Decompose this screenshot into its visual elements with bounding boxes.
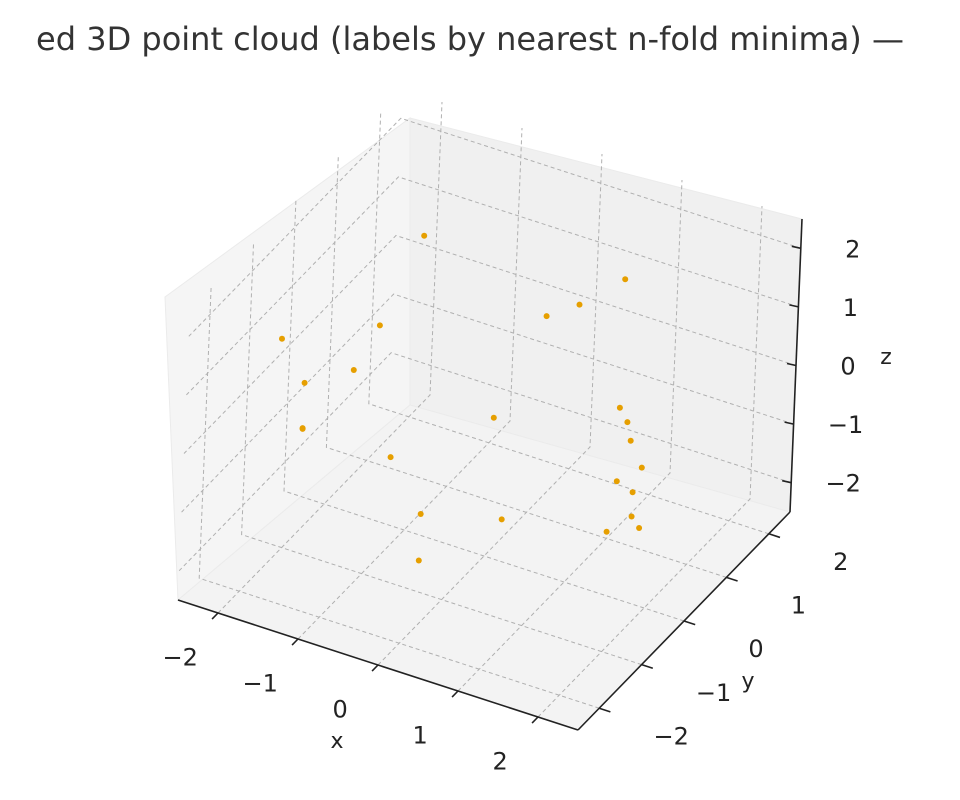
data-point xyxy=(387,454,394,461)
z-axis-label: z xyxy=(880,345,892,370)
data-point xyxy=(299,425,306,432)
data-point xyxy=(498,516,505,523)
z-tick-label: 0 xyxy=(840,353,855,381)
z-gridline xyxy=(186,176,799,396)
z-gridline xyxy=(188,117,801,337)
data-point xyxy=(629,489,636,496)
y-gridline xyxy=(241,241,642,666)
y-gridline xyxy=(325,154,727,578)
x-gridline xyxy=(297,127,523,640)
y-gridline xyxy=(198,285,600,709)
y-tick-label: −1 xyxy=(696,679,731,707)
x-tick xyxy=(531,716,539,724)
z-tick xyxy=(786,362,797,367)
y-tick-label: 1 xyxy=(791,592,806,620)
z-tick-label: −1 xyxy=(828,411,863,439)
data-point xyxy=(576,301,583,308)
x-gridline xyxy=(217,101,443,614)
y-tick-label: 2 xyxy=(833,548,848,576)
x-tick-label: −1 xyxy=(243,670,278,698)
data-point xyxy=(613,478,620,485)
chart-title: ed 3D point cloud (labels by nearest n-f… xyxy=(36,20,904,58)
data-point xyxy=(622,276,629,283)
x-tick-label: −2 xyxy=(163,644,198,672)
y-tick-label: −2 xyxy=(654,722,689,750)
data-point xyxy=(415,557,422,564)
data-point xyxy=(279,335,285,342)
x-tick-label: 0 xyxy=(333,696,348,724)
x-tick xyxy=(211,612,219,620)
y-tick xyxy=(683,620,696,626)
x-gridline xyxy=(457,179,683,692)
data-point xyxy=(624,419,631,426)
y-tick xyxy=(598,707,611,713)
x-tick xyxy=(371,664,379,672)
y-axis-label: y xyxy=(741,669,754,694)
data-point xyxy=(417,511,424,517)
data-point xyxy=(543,313,550,320)
z-tick xyxy=(784,421,794,425)
x-axis-label: x xyxy=(330,729,343,754)
data-point xyxy=(301,379,308,386)
gridlines xyxy=(178,101,801,718)
data-point xyxy=(490,414,497,421)
data-point xyxy=(627,437,634,444)
y-tick xyxy=(768,533,781,539)
x-gridline xyxy=(377,153,603,666)
axis-ticks xyxy=(211,245,801,724)
data-point xyxy=(636,525,643,531)
data-points xyxy=(279,232,645,564)
z-gridline xyxy=(183,234,797,454)
z-tick-label: −2 xyxy=(826,470,861,498)
data-point xyxy=(350,367,357,373)
data-point xyxy=(421,232,428,239)
x-tick-label: 1 xyxy=(413,722,428,750)
y-gridline xyxy=(368,110,769,535)
data-point xyxy=(628,513,635,520)
axis-panes xyxy=(164,117,803,731)
z-tick xyxy=(782,479,792,484)
z-gridline xyxy=(178,352,792,572)
x-gridline xyxy=(537,205,763,718)
data-point xyxy=(603,528,610,535)
y-gridline xyxy=(283,197,685,622)
x-tick-label: 2 xyxy=(493,748,508,776)
z-tick-label: 1 xyxy=(843,294,858,322)
z-gridline xyxy=(181,293,794,513)
y-tick xyxy=(726,576,738,582)
y-tick xyxy=(641,663,654,670)
x-tick xyxy=(291,638,299,646)
z-tick xyxy=(791,245,801,250)
y-tick-label: 0 xyxy=(748,635,763,663)
x-tick xyxy=(451,690,459,698)
z-tick xyxy=(789,304,799,308)
data-point xyxy=(376,322,383,329)
data-point xyxy=(616,404,623,411)
z-tick-label: 2 xyxy=(845,235,860,263)
data-point xyxy=(638,464,645,471)
